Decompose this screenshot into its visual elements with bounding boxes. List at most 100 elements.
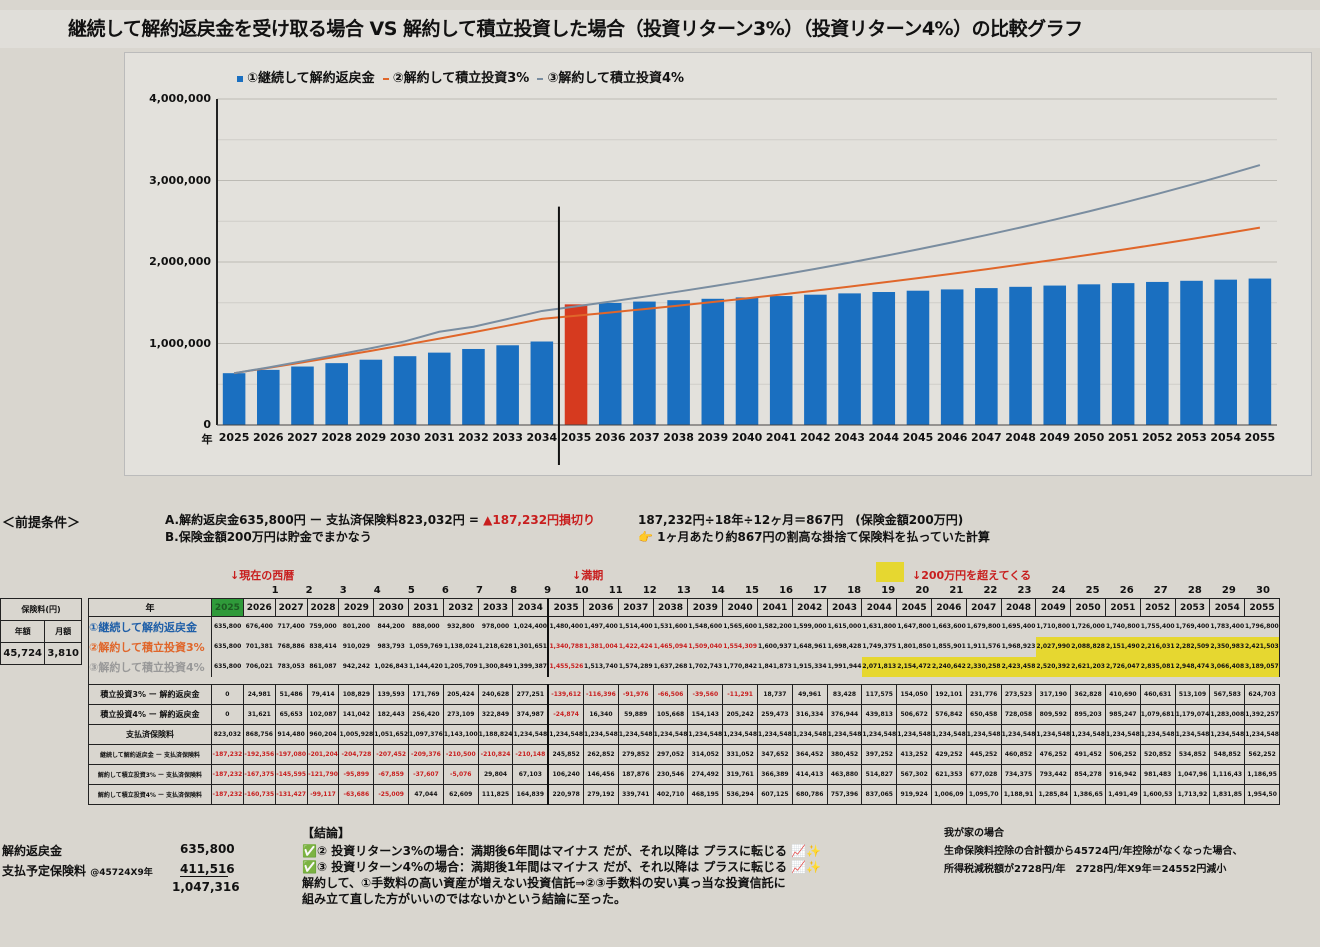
table-cell: 514,827 — [861, 764, 898, 785]
table-cell: 1,663,600 — [932, 623, 966, 631]
table-cell: 1,047,96 — [1174, 764, 1211, 785]
year-index: 28 — [1187, 585, 1202, 596]
year-header: 2026 — [242, 598, 276, 617]
year-header: 2025 — [210, 598, 244, 617]
table-cell: 506,252 — [1104, 744, 1141, 765]
table-cell: 273,109 — [442, 704, 479, 725]
table-cell: -67,859 — [373, 764, 410, 785]
table-cell: 1,234,548 — [1000, 724, 1037, 745]
bar-2031 — [427, 352, 451, 425]
table-cell: 1,783,400 — [1210, 623, 1245, 631]
table-cell: 978,000 — [481, 623, 510, 631]
table-cell: 1,234,548 — [861, 724, 898, 745]
table-cell: 1,740,800 — [1105, 623, 1140, 631]
table-cell: 1,116,43 — [1209, 764, 1246, 785]
bar-2030 — [393, 356, 417, 425]
legend-item-series1: ①継続して解約返戻金 — [237, 67, 375, 86]
bar-2048 — [1009, 286, 1032, 425]
annual-label: 年額 — [0, 620, 46, 643]
table-cell: 49,961 — [791, 684, 828, 705]
year-header: 2041 — [757, 598, 793, 617]
x-tick-label: 2051 — [1107, 431, 1139, 444]
table-cell: 1,755,400 — [1140, 623, 1175, 631]
summary-total: 1,047,316 — [172, 880, 240, 894]
year-header: 2029 — [338, 598, 375, 617]
year-header: 2055 — [1244, 598, 1280, 617]
table-cell: 1,234,548 — [791, 724, 828, 745]
y-tick-label: 1,000,000 — [149, 336, 211, 350]
table-cell: 768,886 — [277, 643, 305, 650]
x-tick-label: 2036 — [594, 431, 626, 444]
table-cell: 79,414 — [306, 684, 340, 705]
conclusion-line-2: ✅③ 投資リターン4%の場合：満期後1年間はマイナス だが、それ以降は プラスに… — [302, 860, 822, 874]
bar-2041 — [769, 296, 793, 425]
conclusion-line-3: 解約して、①手数料の高い資産が増えない投資信託⇒②③手数料の安い真っ当な投資信託… — [302, 876, 786, 890]
table-cell: -99,117 — [306, 784, 340, 805]
table-cell: 2,154,472 — [896, 656, 932, 677]
row-label: ②解約して積立投資3% — [88, 636, 212, 657]
table-cell: 783,053 — [277, 663, 305, 670]
table-cell: -63,686 — [338, 784, 375, 805]
table-cell: 364,452 — [791, 744, 828, 765]
table-row: ②解約して積立投資3% 635,800 701,381 768,886 838,414 9… — [88, 636, 1280, 657]
x-tick-label: 2055 — [1244, 431, 1276, 444]
table-cell: 1,749,375 — [862, 643, 897, 650]
row-label: 積立投資4% ー 解約返戻金 — [88, 704, 212, 725]
page-title: 継続して解約返戻金を受け取る場合 VS 解約して積立投資した場合（投資リターン3… — [0, 10, 1320, 48]
table-cell: 2,088,828 — [1070, 636, 1106, 657]
table-row: 解約して積立投資4% ー 支払済保険料 -187,232 -160,735 -131,… — [88, 784, 1280, 805]
table-cell: 983,793 — [377, 643, 405, 650]
table-cell: 635,800 — [210, 656, 244, 677]
table-cell: 1,702,743 — [688, 663, 723, 670]
table-cell: 1,600,53 — [1139, 784, 1176, 805]
table-cell: 1,234,548 — [1139, 724, 1176, 745]
conclusion-heading: 【結論】 — [302, 826, 351, 840]
table-cell: 677,028 — [965, 764, 1002, 785]
legend-swatch-icon — [382, 77, 389, 80]
bar-2036 — [598, 302, 622, 425]
table-cell: 0 — [210, 704, 244, 725]
table-cell: 567,302 — [896, 764, 932, 785]
table-cell: 1,465,094 — [653, 643, 688, 650]
table-cell: 164,839 — [512, 784, 549, 805]
bar-2033 — [496, 345, 519, 425]
table-cell: 1,392,257 — [1244, 704, 1280, 725]
table-cell: 635,800 — [210, 636, 244, 657]
bar-2049 — [1043, 285, 1067, 425]
table-cell: 1,710,800 — [1036, 623, 1071, 631]
table-cell: 1,574,289 — [618, 663, 653, 670]
year-index: 9 — [544, 585, 552, 596]
table-cell: 429,252 — [931, 744, 967, 765]
table-cell: 635,800 — [210, 616, 244, 637]
x-tick-label: 2042 — [800, 431, 831, 444]
table-cell: 1,095,70 — [965, 784, 1002, 805]
bar-2039 — [701, 298, 725, 425]
table-cell: 414,413 — [791, 764, 828, 785]
table-cell: 2,240,642 — [931, 656, 967, 677]
year-header: 2043 — [826, 598, 863, 617]
table-cell: -210,148 — [512, 744, 549, 765]
year-header: 2027 — [274, 598, 308, 617]
table-cell: 380,452 — [826, 744, 863, 765]
table-cell: -66,506 — [652, 684, 689, 705]
planned-value: 411,516 — [180, 862, 235, 877]
table-cell: 460,852 — [1000, 744, 1037, 765]
table-cell: 676,400 — [245, 623, 273, 631]
legend-item-series2: ②解約して積立投資3% — [382, 67, 529, 86]
table-cell: 362,828 — [1070, 684, 1106, 705]
table-cell: 1,079,681 — [1139, 704, 1176, 725]
table-cell: 1,234,548 — [1035, 724, 1072, 745]
table-cell: 757,396 — [826, 784, 863, 805]
year-index: 29 — [1221, 585, 1236, 596]
table-cell: -25,009 — [373, 784, 410, 805]
table-cell: 1,648,961 — [792, 643, 827, 650]
bar-2026 — [257, 369, 280, 425]
table-cell: 888,000 — [412, 623, 440, 631]
table-cell: 1,855,901 — [932, 643, 966, 650]
table-cell: 2,726,047 — [1105, 656, 1141, 677]
table-cell: 2,421,503 — [1244, 636, 1280, 657]
calc-note: 👉 1ヶ月あたり約867円の割高な掛捨て保険料を払っていた計算 — [638, 530, 990, 544]
table-cell: 567,583 — [1209, 684, 1246, 705]
year-header: 2047 — [965, 598, 1002, 617]
row-label: 支払済保険料 — [88, 724, 212, 745]
